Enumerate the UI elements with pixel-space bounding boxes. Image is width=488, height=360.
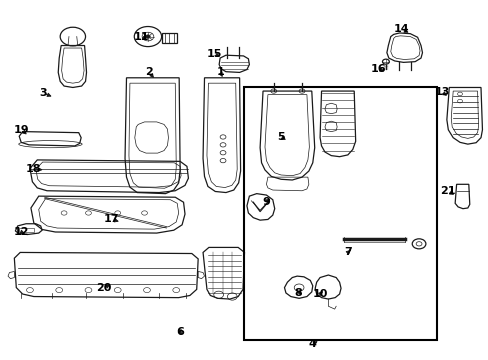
Ellipse shape [145, 35, 150, 39]
Text: 8: 8 [294, 288, 302, 298]
Text: 16: 16 [370, 64, 386, 74]
Text: 6: 6 [176, 327, 183, 337]
Text: 17: 17 [104, 215, 120, 224]
Text: 14: 14 [393, 24, 408, 35]
Text: 1: 1 [216, 67, 224, 77]
Text: 20: 20 [96, 283, 112, 293]
Bar [244, 87, 436, 339]
Text: 10: 10 [312, 289, 327, 299]
Bar [19, 228, 34, 232]
Text: 4: 4 [308, 339, 316, 349]
Text: 9: 9 [262, 197, 270, 207]
Text: 19: 19 [13, 125, 29, 135]
Text: 7: 7 [343, 247, 351, 257]
Text: 13: 13 [433, 87, 449, 97]
Text: 12: 12 [13, 227, 29, 237]
Text: 15: 15 [206, 49, 222, 59]
Text: 3: 3 [40, 88, 47, 98]
Text: 2: 2 [145, 67, 153, 77]
Text: 21: 21 [440, 186, 455, 197]
Text: 5: 5 [277, 132, 285, 142]
Text: 18: 18 [26, 164, 41, 174]
Text: 11: 11 [133, 32, 148, 42]
